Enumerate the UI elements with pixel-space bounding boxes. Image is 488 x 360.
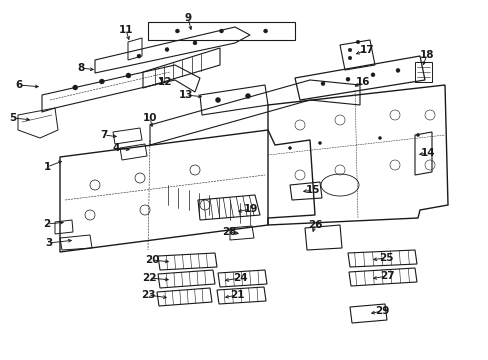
Text: 24: 24 [232,273,247,283]
Circle shape [347,48,351,52]
Text: 28: 28 [221,227,236,237]
Text: 22: 22 [142,273,156,283]
Text: 11: 11 [119,25,133,35]
Circle shape [288,147,291,149]
Circle shape [245,94,250,99]
Circle shape [378,136,381,139]
Circle shape [164,48,169,51]
Text: 20: 20 [144,255,159,265]
Text: 2: 2 [43,219,51,229]
Text: 8: 8 [77,63,84,73]
Text: 29: 29 [374,306,388,316]
Circle shape [73,85,78,90]
Text: 5: 5 [9,113,17,123]
Text: 10: 10 [142,113,157,123]
Text: 18: 18 [419,50,433,60]
Text: 21: 21 [229,290,244,300]
Text: 4: 4 [112,143,120,153]
Circle shape [347,56,351,60]
Text: 7: 7 [100,130,107,140]
Text: 27: 27 [379,271,393,281]
Text: 9: 9 [184,13,191,23]
Text: 14: 14 [420,148,434,158]
Circle shape [137,54,141,58]
Circle shape [370,73,374,77]
Circle shape [320,82,325,86]
Circle shape [215,98,220,103]
Text: 26: 26 [307,220,322,230]
Circle shape [416,134,419,136]
Text: 23: 23 [141,290,155,300]
Circle shape [175,29,179,33]
Text: 1: 1 [43,162,51,172]
Text: 6: 6 [15,80,22,90]
Circle shape [318,141,321,144]
Text: 15: 15 [305,185,320,195]
Circle shape [126,73,131,78]
Text: 17: 17 [359,45,373,55]
Circle shape [193,41,197,45]
Circle shape [219,29,223,33]
Text: 3: 3 [45,238,53,248]
Circle shape [355,40,359,44]
Circle shape [395,68,399,72]
Text: 25: 25 [378,253,392,263]
Circle shape [263,29,267,33]
Text: 16: 16 [355,77,369,87]
Text: 13: 13 [179,90,193,100]
Circle shape [346,77,349,81]
Text: 19: 19 [244,204,258,214]
Text: 12: 12 [158,77,172,87]
Circle shape [99,79,104,84]
